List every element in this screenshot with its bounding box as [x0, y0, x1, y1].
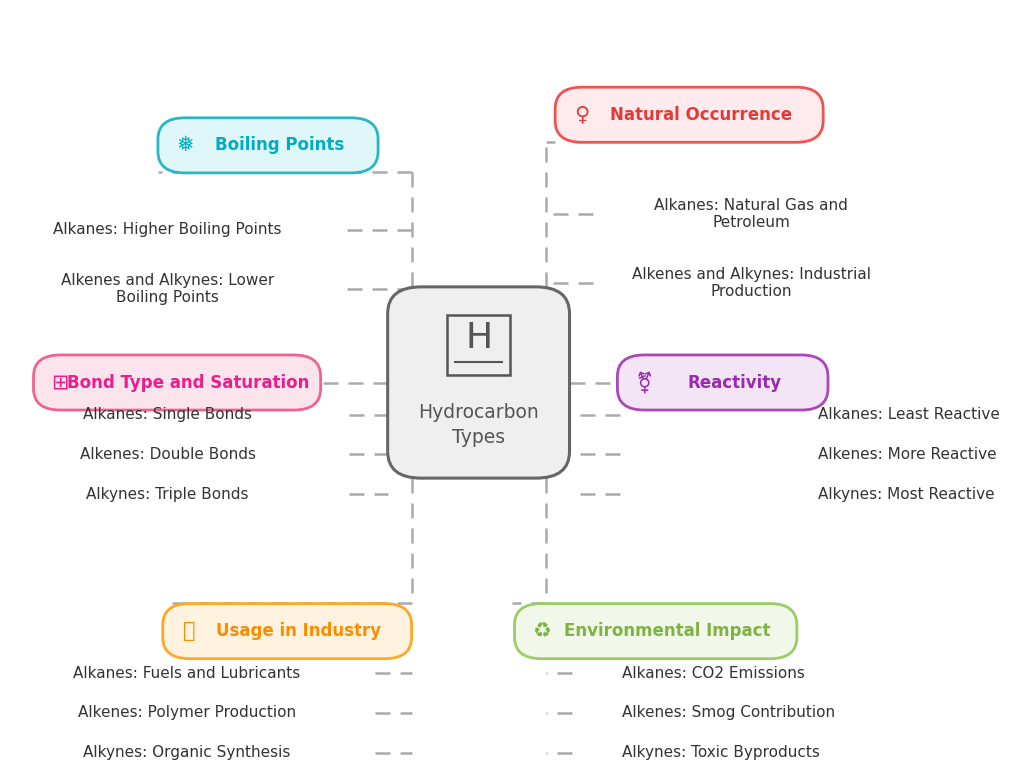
FancyBboxPatch shape: [388, 287, 569, 478]
Text: Alkenes: More Reactive: Alkenes: More Reactive: [818, 447, 997, 462]
Text: Alkanes: Single Bonds: Alkanes: Single Bonds: [83, 407, 252, 422]
FancyBboxPatch shape: [514, 604, 797, 659]
Text: Alkynes: Most Reactive: Alkynes: Most Reactive: [818, 487, 995, 502]
Text: ❅: ❅: [176, 135, 194, 155]
Text: Alkenes: Double Bonds: Alkenes: Double Bonds: [80, 447, 256, 462]
Text: ⚧: ⚧: [636, 372, 653, 393]
Text: ♀: ♀: [574, 105, 590, 125]
Text: ♻: ♻: [531, 621, 551, 641]
Text: Usage in Industry: Usage in Industry: [216, 622, 381, 640]
Text: Alkanes: Higher Boiling Points: Alkanes: Higher Boiling Points: [53, 222, 282, 237]
Text: Natural Occurrence: Natural Occurrence: [609, 106, 792, 124]
Text: Alkanes: Natural Gas and
Petroleum: Alkanes: Natural Gas and Petroleum: [654, 198, 848, 230]
FancyBboxPatch shape: [158, 118, 378, 173]
Text: H: H: [465, 321, 493, 355]
Text: ⊞: ⊞: [51, 373, 69, 392]
Text: ⛽: ⛽: [183, 621, 196, 641]
Text: Alkynes: Organic Synthesis: Alkynes: Organic Synthesis: [83, 745, 291, 760]
Text: Hydrocarbon
Types: Hydrocarbon Types: [418, 402, 539, 447]
Text: Alkenes: Polymer Production: Alkenes: Polymer Production: [78, 705, 296, 721]
Text: Alkenes and Alkynes: Industrial
Production: Alkenes and Alkynes: Industrial Producti…: [632, 267, 870, 299]
Text: Alkanes: CO2 Emissions: Alkanes: CO2 Emissions: [623, 666, 805, 681]
Text: Alkynes: Toxic Byproducts: Alkynes: Toxic Byproducts: [623, 745, 820, 760]
Text: Alkanes: Fuels and Lubricants: Alkanes: Fuels and Lubricants: [73, 666, 300, 681]
FancyBboxPatch shape: [34, 355, 321, 410]
Text: Alkenes and Alkynes: Lower
Boiling Points: Alkenes and Alkynes: Lower Boiling Point…: [60, 273, 274, 305]
Text: Alkynes: Triple Bonds: Alkynes: Triple Bonds: [86, 487, 249, 502]
FancyBboxPatch shape: [163, 604, 412, 659]
FancyBboxPatch shape: [617, 355, 828, 410]
FancyBboxPatch shape: [555, 87, 823, 142]
Text: Alkenes: Smog Contribution: Alkenes: Smog Contribution: [623, 705, 836, 721]
Text: Boiling Points: Boiling Points: [215, 136, 344, 155]
Text: Alkanes: Least Reactive: Alkanes: Least Reactive: [818, 407, 1000, 422]
Text: Environmental Impact: Environmental Impact: [564, 622, 770, 640]
Text: Reactivity: Reactivity: [687, 373, 781, 392]
Text: Bond Type and Saturation: Bond Type and Saturation: [68, 373, 309, 392]
